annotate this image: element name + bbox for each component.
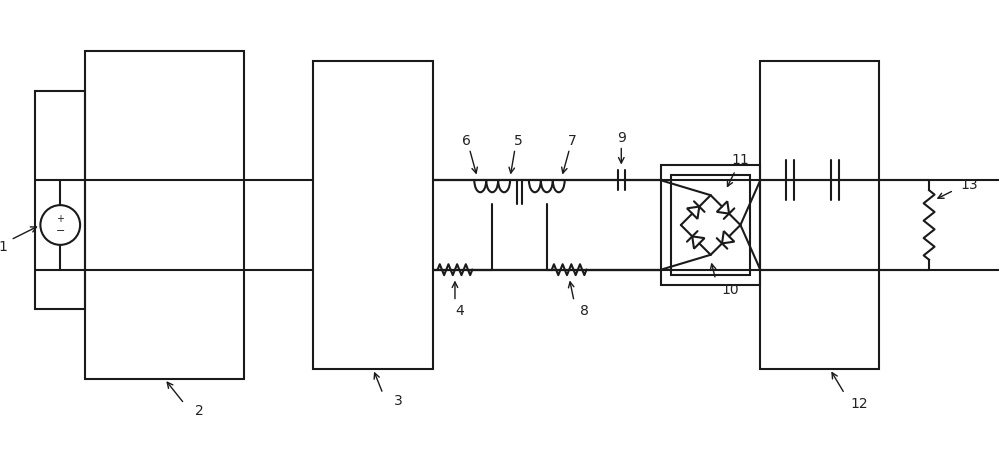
Text: 12: 12 bbox=[851, 397, 868, 411]
Bar bbox=[85, 51, 244, 379]
Text: 6: 6 bbox=[462, 134, 471, 148]
Text: 4: 4 bbox=[456, 304, 464, 319]
Polygon shape bbox=[717, 201, 729, 214]
Polygon shape bbox=[722, 231, 734, 243]
Bar bbox=[35, 91, 85, 310]
Bar bbox=[760, 61, 879, 369]
Polygon shape bbox=[687, 207, 699, 219]
Text: 7: 7 bbox=[568, 134, 577, 148]
Text: 9: 9 bbox=[617, 130, 626, 144]
Text: 3: 3 bbox=[393, 394, 402, 408]
Text: 10: 10 bbox=[722, 283, 739, 297]
Text: 11: 11 bbox=[732, 153, 749, 167]
Text: +: + bbox=[56, 214, 64, 224]
Text: 8: 8 bbox=[580, 304, 588, 319]
Bar bbox=[671, 176, 750, 274]
Bar bbox=[661, 166, 760, 284]
Text: 5: 5 bbox=[514, 134, 522, 148]
Bar bbox=[313, 61, 433, 369]
Text: 2: 2 bbox=[195, 404, 204, 418]
Polygon shape bbox=[692, 236, 705, 249]
Text: −: − bbox=[56, 226, 65, 236]
Text: 13: 13 bbox=[960, 178, 978, 192]
Text: 1: 1 bbox=[0, 240, 7, 254]
